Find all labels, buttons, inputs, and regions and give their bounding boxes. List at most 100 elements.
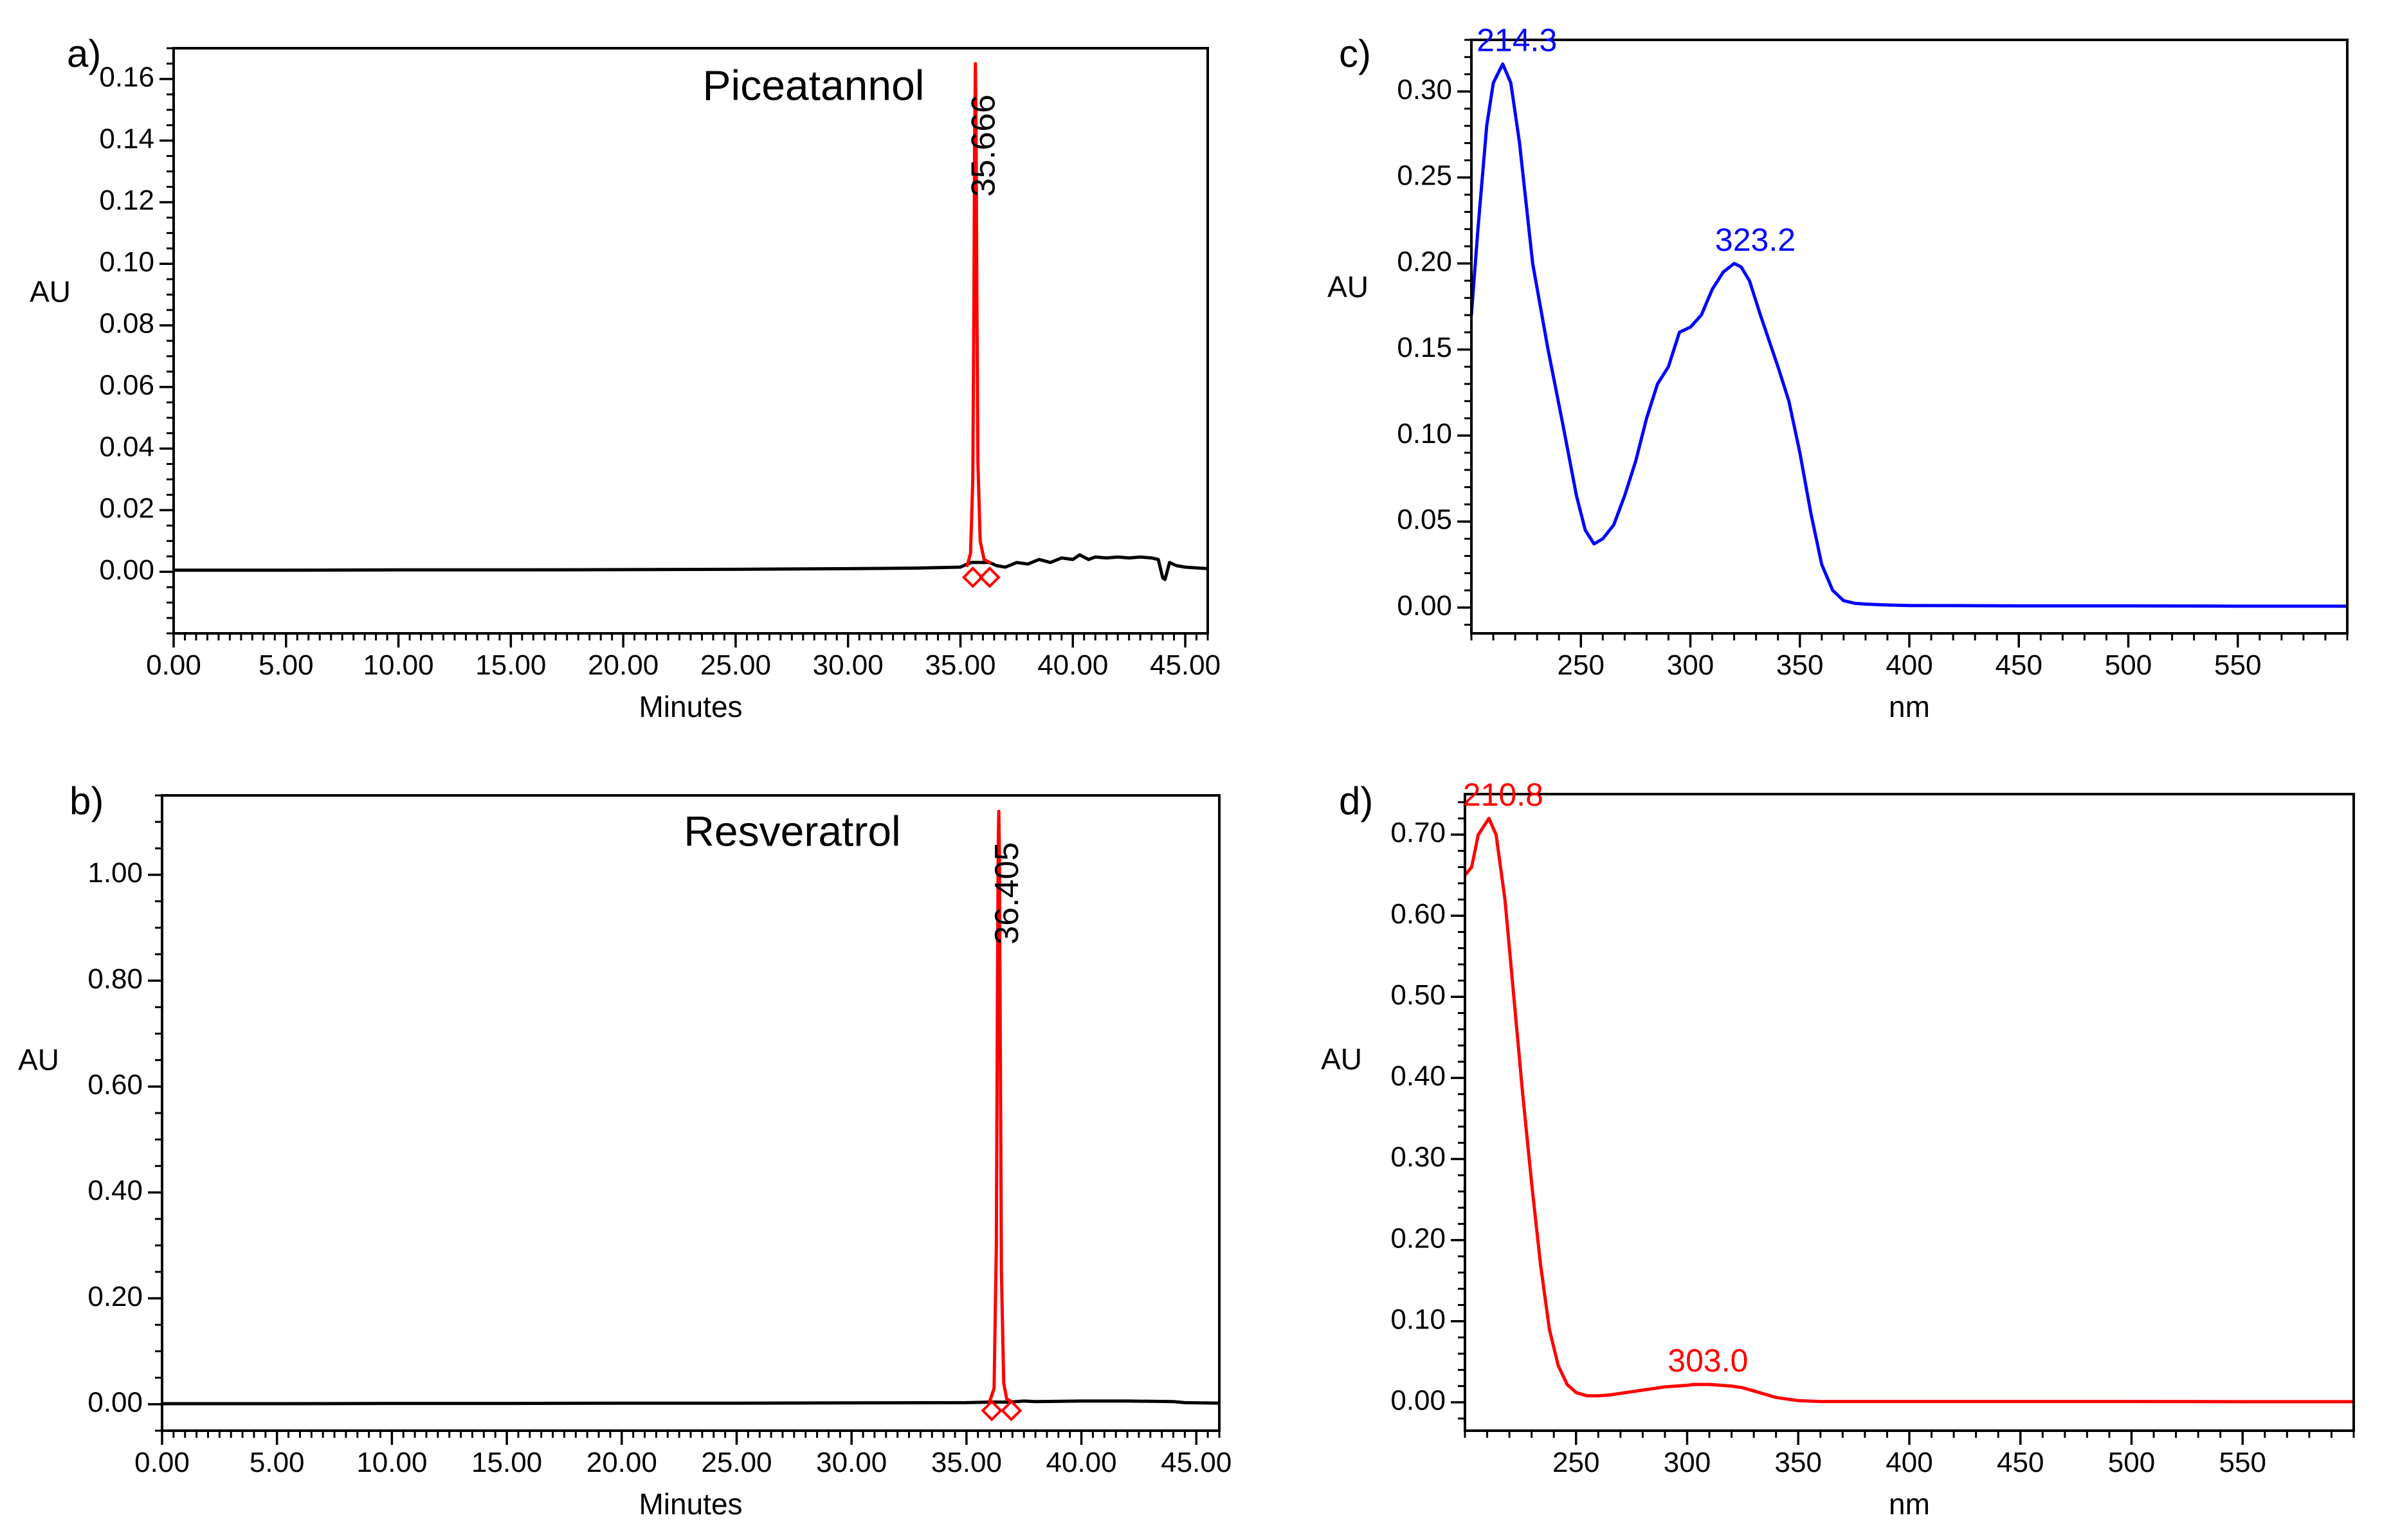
peak-label: 35.666	[965, 95, 1002, 197]
y-tick-label: 0.15	[1397, 332, 1452, 363]
x-tick-label: 0.00	[146, 649, 201, 681]
peak-label: 303.0	[1668, 1343, 1748, 1379]
x-axis-label: nm	[1889, 690, 1930, 723]
y-tick-label: 0.20	[87, 1281, 143, 1312]
y-tick-label: 0.02	[99, 493, 154, 524]
y-tick-label: 0.16	[99, 62, 154, 93]
x-tick-label: 25.00	[701, 1447, 772, 1478]
x-tick-label: 15.00	[471, 1447, 542, 1478]
x-tick-label: 0.00	[134, 1447, 190, 1478]
y-tick-label: 0.10	[1390, 1303, 1446, 1335]
chart-title: Piceatannol	[703, 61, 925, 109]
integration-marker	[979, 566, 1001, 588]
y-axis-label: AU	[18, 1043, 59, 1076]
x-tick-label: 5.00	[259, 649, 314, 681]
peak-label: 210.8	[1463, 777, 1543, 813]
x-axis-label: Minutes	[639, 690, 742, 723]
y-axis-label: AU	[1321, 1042, 1362, 1076]
y-axis-label: AU	[30, 275, 71, 308]
x-tick-label: 500	[2108, 1447, 2155, 1478]
plot-frame	[1464, 793, 2355, 1432]
chart-panel-a: a) Piceatannol 0.00 5.00 10.00 15.00 20.00 25.0…	[30, 32, 1221, 723]
x-tick-label: 350	[1775, 1447, 1822, 1478]
x-tick-label: 400	[1886, 649, 1932, 681]
x-tick-label: 550	[2219, 1447, 2266, 1478]
x-tick-label: 35.00	[931, 1447, 1002, 1478]
panel-label: a)	[67, 32, 101, 75]
y-axis-label: AU	[1327, 270, 1368, 303]
x-tick-label: 20.00	[588, 649, 659, 681]
peak-label: 214.3	[1477, 22, 1557, 58]
y-tick-label: 0.60	[1390, 898, 1446, 930]
x-tick-label: 10.00	[356, 1447, 427, 1478]
plot-frame	[1470, 39, 2349, 635]
x-tick-label: 300	[1667, 649, 1714, 681]
panel-label: b)	[69, 779, 104, 822]
y-tick-label: 0.60	[87, 1069, 143, 1100]
chart-title: Resveratrol	[684, 807, 900, 855]
x-tick-label: 45.00	[1161, 1447, 1232, 1478]
y-tick-label: 0.25	[1397, 160, 1452, 192]
series-group	[1473, 62, 2346, 608]
plot-frame	[172, 47, 1209, 635]
chart-panel-d: d) 250 300 350 400 450 500 550 0.00 0.10 0.20 0.30 0…	[1321, 777, 2355, 1521]
x-tick-label: 450	[1996, 649, 2042, 681]
x-axis-label: Minutes	[639, 1487, 742, 1521]
integration-marker	[1000, 1399, 1023, 1422]
x-tick-label: 250	[1552, 1447, 1599, 1478]
x-tick-label: 550	[2214, 649, 2261, 681]
x-tick-label: 40.00	[1037, 649, 1108, 681]
integration-marker	[961, 566, 984, 588]
series-line-peak	[988, 810, 1014, 1404]
peak-label: 323.2	[1715, 222, 1796, 258]
x-tick-label: 250	[1558, 649, 1605, 681]
series-line-chromatogram	[163, 1399, 1218, 1406]
plot-frame	[161, 794, 1221, 1432]
y-tick-label: 0.12	[99, 185, 154, 216]
y-tick-label: 0.00	[1390, 1384, 1446, 1416]
x-tick-label: 45.00	[1150, 649, 1221, 681]
series-line-peak	[965, 62, 992, 568]
x-tick-label: 5.00	[250, 1447, 305, 1478]
x-tick-label: 25.00	[700, 649, 771, 681]
y-tick-label: 0.08	[99, 308, 154, 340]
x-tick-label: 40.00	[1046, 1447, 1117, 1478]
y-tick-label: 0.14	[99, 123, 154, 154]
y-tick-label: 0.50	[1390, 979, 1446, 1011]
y-tick-label: 0.30	[1397, 74, 1452, 105]
x-tick-label: 15.00	[475, 649, 546, 681]
y-tick-label: 0.20	[1390, 1222, 1446, 1254]
x-tick-label: 400	[1886, 1447, 1932, 1478]
series-group	[1466, 817, 2352, 1404]
x-tick-label: 30.00	[813, 649, 884, 681]
x-tick-label: 30.00	[816, 1447, 887, 1478]
x-axis-label: nm	[1889, 1487, 1930, 1521]
y-tick-label: 0.20	[1397, 246, 1452, 277]
y-tick-label: 0.40	[87, 1175, 143, 1206]
x-tick-label: 10.00	[363, 649, 434, 681]
series-group	[163, 810, 1218, 1406]
y-tick-label: 0.10	[99, 246, 154, 278]
y-tick-label: 0.70	[1390, 817, 1446, 849]
x-tick-label: 35.00	[925, 649, 996, 681]
y-tick-label: 0.80	[87, 963, 143, 995]
y-tick-label: 1.00	[87, 857, 143, 889]
series-line-chromatogram	[175, 553, 1206, 581]
x-tick-label: 500	[2105, 649, 2152, 681]
panel-label: d)	[1339, 779, 1373, 822]
y-tick-label: 0.00	[1397, 590, 1452, 621]
y-tick-label: 0.06	[99, 369, 154, 401]
x-tick-label: 300	[1664, 1447, 1711, 1478]
chart-panel-c: c) 250 300 350 400 450 500 550 0.00 0.05 0.10 0.15 0…	[1327, 22, 2349, 723]
peak-label: 36.405	[988, 842, 1026, 945]
y-tick-label: 0.05	[1397, 504, 1452, 536]
x-tick-label: 20.00	[586, 1447, 657, 1478]
y-tick-label: 0.04	[99, 431, 154, 462]
series-line-uv-spectrum	[1473, 62, 2346, 608]
integration-marker	[981, 1399, 1003, 1422]
chart-panel-b: b) Resveratrol 0.00 5.00 10.00 15.00 20.00 25.0…	[18, 779, 1232, 1521]
series-line-uv-spectrum	[1466, 817, 2352, 1404]
x-tick-label: 450	[1997, 1447, 2044, 1478]
y-tick-label: 0.30	[1390, 1141, 1446, 1173]
